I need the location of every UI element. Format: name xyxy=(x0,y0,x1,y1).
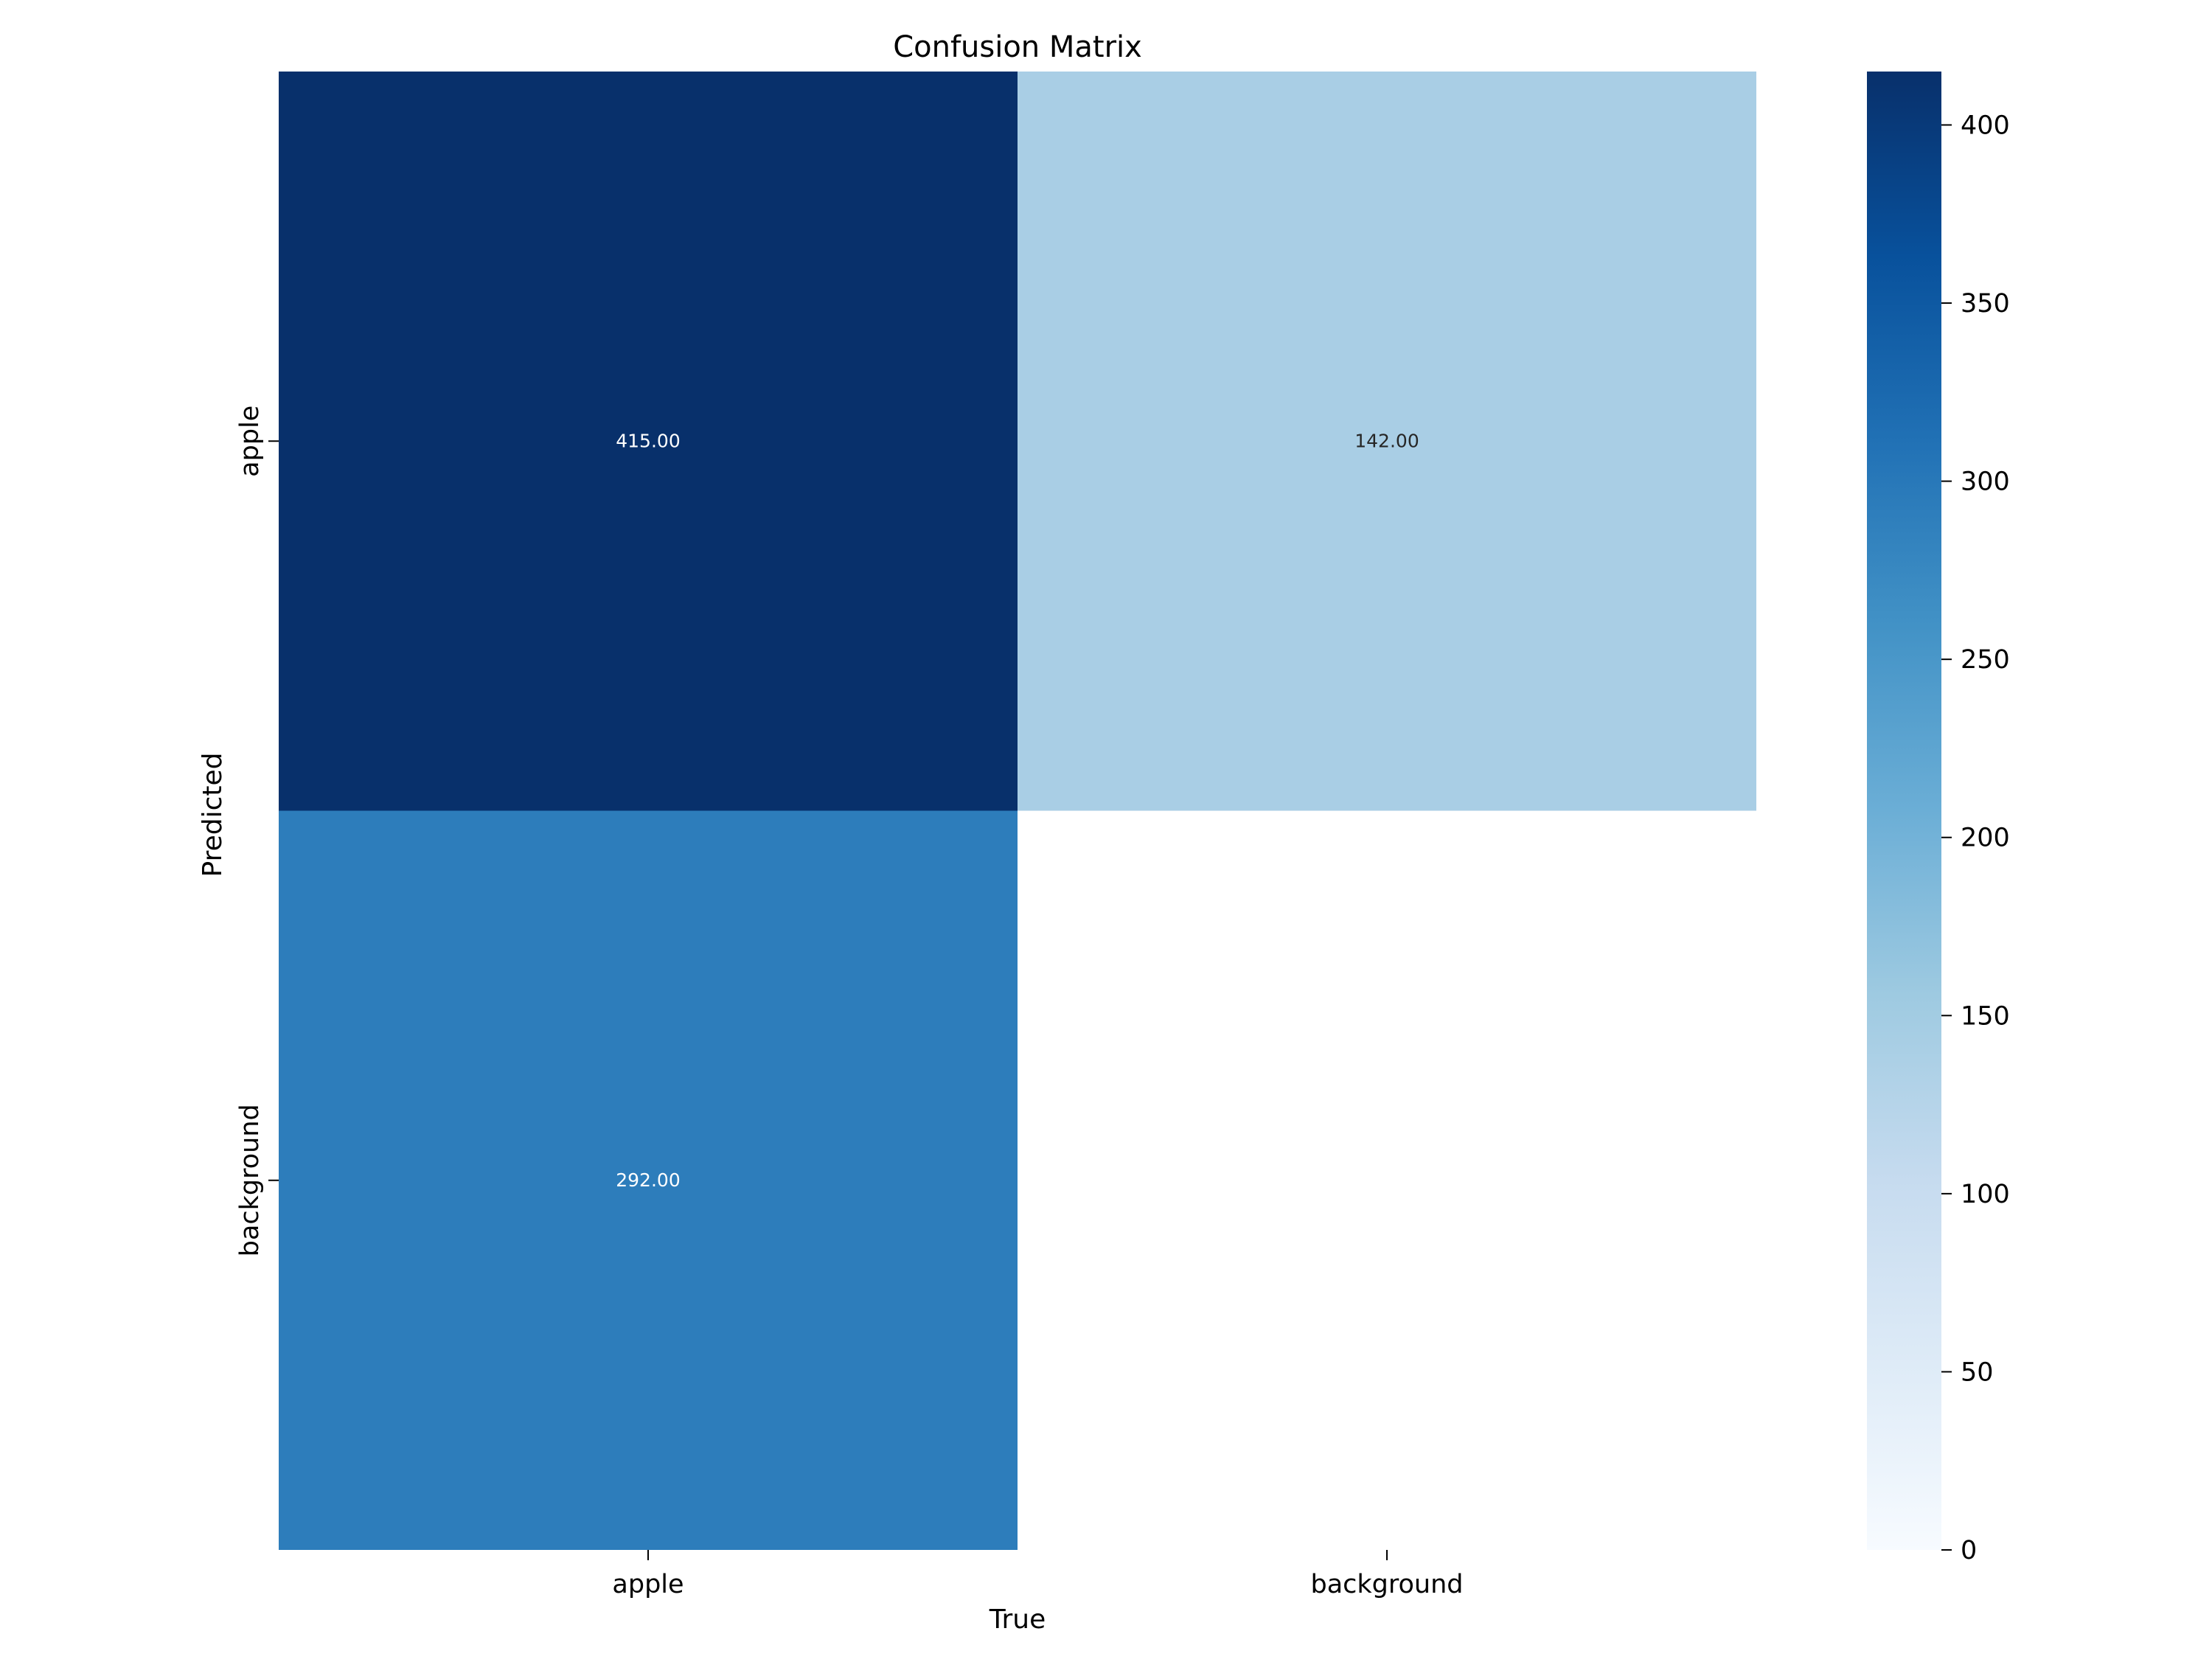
heatmap-cell xyxy=(1018,810,1756,1550)
colorbar-tick-label: 300 xyxy=(1961,467,2010,497)
colorbar xyxy=(1867,72,1941,1550)
colorbar-tick-label: 250 xyxy=(1961,645,2010,675)
colorbar-tick-label: 50 xyxy=(1961,1357,1994,1387)
colorbar-tick-label: 200 xyxy=(1961,824,2010,853)
cell-value-label: 415.00 xyxy=(616,430,680,451)
x-tick-label: background xyxy=(1310,1570,1463,1599)
heatmap-cells xyxy=(279,72,1756,1550)
colorbar-tick-label: 0 xyxy=(1961,1536,1977,1565)
y-tick-label: apple xyxy=(235,406,265,477)
heatmap-cell xyxy=(279,810,1018,1550)
cell-value-label: 292.00 xyxy=(616,1169,680,1191)
colorbar-tick-label: 150 xyxy=(1961,1001,2010,1031)
heatmap-labels: 415.00 142.00 292.00 xyxy=(616,430,1419,1191)
y-tick-label: background xyxy=(235,1104,265,1256)
cell-value-label: 142.00 xyxy=(1354,430,1419,451)
y-axis: apple background xyxy=(235,406,279,1256)
colorbar-tick-label: 100 xyxy=(1961,1180,2010,1209)
x-tick-label: apple xyxy=(612,1570,684,1599)
chart-title: Confusion Matrix xyxy=(893,30,1142,64)
y-axis-label: Predicted xyxy=(198,753,228,877)
heatmap-cell xyxy=(1018,72,1756,811)
colorbar-tick-label: 400 xyxy=(1961,111,2010,140)
colorbar-ticks: 0 50 100 150 200 250 300 350 400 xyxy=(1941,111,2010,1565)
heatmap-cell xyxy=(279,72,1018,811)
colorbar-tick-label: 350 xyxy=(1961,289,2010,319)
x-axis-label: True xyxy=(989,1604,1046,1635)
x-axis: apple background xyxy=(612,1550,1464,1599)
